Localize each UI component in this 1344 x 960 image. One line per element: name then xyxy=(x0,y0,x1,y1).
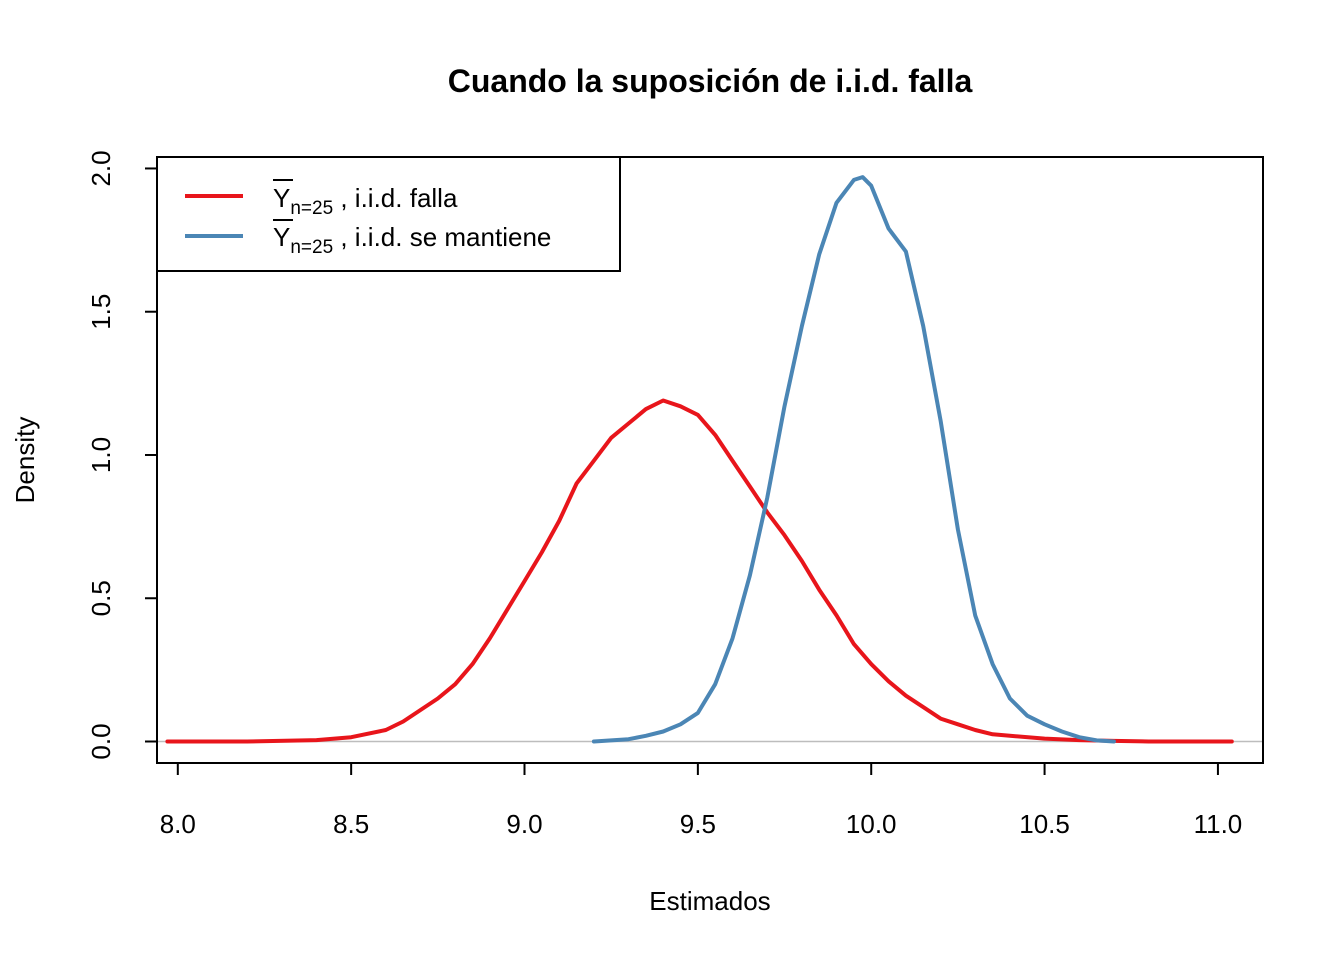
chart-title: Cuando la suposición de i.i.d. falla xyxy=(448,63,973,99)
x-tick-label: 11.0 xyxy=(1194,809,1243,839)
series-line-1 xyxy=(165,398,1234,744)
x-tick-label: 9.0 xyxy=(506,809,542,839)
x-tick-label: 9.5 xyxy=(680,809,716,839)
x-tick-label: 10.5 xyxy=(1019,809,1070,839)
legend-box xyxy=(156,156,621,272)
legend-subscript: n=25 xyxy=(290,237,333,258)
legend-symbol: Y xyxy=(273,183,290,213)
x-tick-label: 8.0 xyxy=(160,809,196,839)
legend-subscript: n=25 xyxy=(290,198,333,219)
legend: Yn=25 , i.i.d. falla Yn=25 , i.i.d. se m… xyxy=(156,156,621,272)
y-tick-label: 0.5 xyxy=(86,580,116,616)
legend-text: , i.i.d. falla xyxy=(333,183,458,213)
x-tick-label: 8.5 xyxy=(333,809,369,839)
series-layer xyxy=(165,175,1234,744)
x-axis-label: Estimados xyxy=(649,886,770,916)
legend-symbol: Y xyxy=(273,222,290,252)
series-line-2 xyxy=(591,175,1116,744)
y-tick-label: 2.0 xyxy=(86,150,116,186)
y-tick-label: 1.0 xyxy=(86,437,116,473)
x-tick-label: 10.0 xyxy=(846,809,897,839)
legend-label: Yn=25 , i.i.d. se mantiene xyxy=(273,222,551,258)
y-tick-label: 1.5 xyxy=(86,294,116,330)
legend-entry-2: Yn=25 , i.i.d. se mantiene xyxy=(185,219,551,258)
x-axis: 8.0 8.5 9.0 9.5 10.0 10.5 11.0 xyxy=(160,762,1243,839)
y-axis: 0.0 0.5 1.0 1.5 2.0 xyxy=(86,150,158,760)
legend-label: Yn=25 , i.i.d. falla xyxy=(273,183,458,219)
y-axis-label: Density xyxy=(10,417,40,504)
legend-text: , i.i.d. se mantiene xyxy=(333,222,551,252)
legend-entry-1: Yn=25 , i.i.d. falla xyxy=(185,179,458,219)
y-tick-label: 0.0 xyxy=(86,723,116,759)
